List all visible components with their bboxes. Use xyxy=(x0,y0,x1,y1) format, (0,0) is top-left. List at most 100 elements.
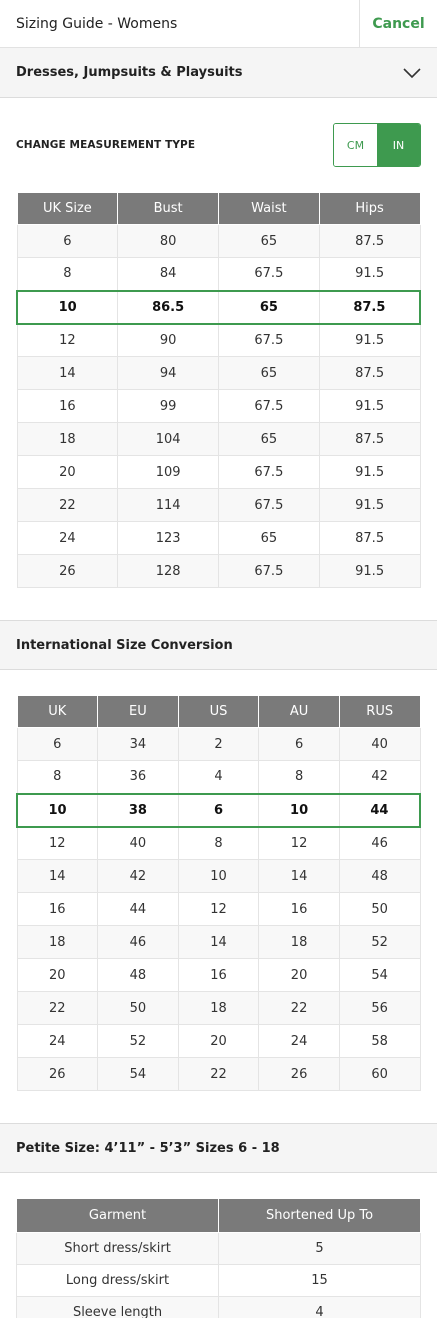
measurement-toggle: CM IN xyxy=(333,123,421,167)
table-cell: 20 xyxy=(16,958,99,992)
table-cell: 87.5 xyxy=(318,356,421,390)
column-header: Bust xyxy=(117,192,219,225)
table-cell: 109 xyxy=(117,455,219,489)
column-header: Hips xyxy=(318,192,421,225)
table-cell: 8 xyxy=(16,760,99,794)
table-cell: 22 xyxy=(16,991,99,1025)
table-cell: 42 xyxy=(97,859,179,893)
sizing-table: UK Size Bust Waist Hips 6 80 65 87.5 8 84 67.5… xyxy=(16,192,421,588)
table-cell: 20 xyxy=(177,1024,260,1058)
in-option-button[interactable]: IN xyxy=(377,124,420,166)
table-cell: 54 xyxy=(338,958,421,992)
table-cell: 15 xyxy=(218,1264,421,1297)
international-section-header: International Size Conversion xyxy=(0,620,437,670)
table-cell: 38 xyxy=(97,792,179,828)
table-row: 14 42 10 14 48 xyxy=(16,859,421,893)
table-cell: 58 xyxy=(338,1024,421,1058)
table-row: 6 34 2 6 40 xyxy=(16,727,421,761)
table-cell: 65 xyxy=(218,289,320,325)
table-row: 22 114 67.5 91.5 xyxy=(16,488,421,522)
table-row: 20 48 16 20 54 xyxy=(16,958,421,992)
table-cell: 52 xyxy=(338,925,421,959)
table-row: 22 50 18 22 56 xyxy=(16,991,421,1025)
table-row: 8 36 4 8 42 xyxy=(16,760,421,794)
table-row: Long dress/skirt 15 xyxy=(16,1264,421,1297)
table-cell: 12 xyxy=(16,826,99,860)
table-cell: 67.5 xyxy=(218,455,320,489)
table-cell: 87.5 xyxy=(318,224,421,258)
table-row: 18 104 65 87.5 xyxy=(16,422,421,456)
table-cell: 91.5 xyxy=(318,323,421,357)
table-cell: Short dress/skirt xyxy=(16,1232,219,1265)
table-cell: 12 xyxy=(16,323,119,357)
table-cell: 16 xyxy=(258,892,340,926)
international-size-table: UK EU US AU RUS 6 34 2 6 40 8 36 4 8 42 10 38 6 10 44 1… xyxy=(16,695,421,1091)
table-row: 24 52 20 24 58 xyxy=(16,1024,421,1058)
petite-size-table: Garment Shortened Up To Short dress/skir… xyxy=(16,1198,421,1318)
table-cell: 14 xyxy=(258,859,340,893)
table-cell: 67.5 xyxy=(218,389,320,423)
table-cell: 91.5 xyxy=(318,488,421,522)
page-title: Sizing Guide - Womens xyxy=(16,15,178,32)
table-cell: 16 xyxy=(177,958,260,992)
measurement-type-label: CHANGE MEASUREMENT TYPE xyxy=(16,139,196,151)
table-cell: 56 xyxy=(338,991,421,1025)
header-bar: Sizing Guide - Womens Cancel xyxy=(0,0,437,48)
table-row: Short dress/skirt 5 xyxy=(16,1232,421,1265)
measurement-type-row: CHANGE MEASUREMENT TYPE CM IN xyxy=(0,98,437,192)
petite-section-header: Petite Size: 4’11” - 5’3” Sizes 6 - 18 xyxy=(0,1123,437,1173)
table-cell: Sleeve length xyxy=(16,1296,219,1318)
table-cell: 6 xyxy=(16,727,99,761)
table-cell: 24 xyxy=(16,521,119,555)
table-cell: 86.5 xyxy=(117,289,219,325)
table-cell: 20 xyxy=(258,958,340,992)
table-cell: Long dress/skirt xyxy=(16,1264,219,1297)
table-cell: 6 xyxy=(258,727,340,761)
column-header: Garment xyxy=(16,1198,219,1233)
table-cell: 26 xyxy=(16,1057,99,1091)
table-cell: 91.5 xyxy=(318,257,421,291)
table-cell: 10 xyxy=(177,859,260,893)
table-cell: 54 xyxy=(97,1057,179,1091)
table-row: 12 90 67.5 91.5 xyxy=(16,323,421,357)
table-cell: 65 xyxy=(218,224,320,258)
table-cell: 94 xyxy=(117,356,219,390)
table-cell: 12 xyxy=(177,892,260,926)
table-cell: 91.5 xyxy=(318,455,421,489)
table-cell: 84 xyxy=(117,257,219,291)
category-dropdown[interactable]: Dresses, Jumpsuits & Playsuits xyxy=(0,48,437,98)
table-cell: 40 xyxy=(338,727,421,761)
table-cell: 12 xyxy=(258,826,340,860)
table-cell: 18 xyxy=(177,991,260,1025)
cancel-button[interactable]: Cancel xyxy=(359,0,437,48)
table-cell: 104 xyxy=(117,422,219,456)
table-cell: 48 xyxy=(338,859,421,893)
table-cell: 91.5 xyxy=(318,554,421,588)
table-cell: 44 xyxy=(97,892,179,926)
table-cell: 46 xyxy=(97,925,179,959)
table-cell: 18 xyxy=(16,925,99,959)
table-cell: 24 xyxy=(16,1024,99,1058)
table-cell: 14 xyxy=(16,356,119,390)
column-header: UK xyxy=(16,695,99,728)
cm-option-button[interactable]: CM xyxy=(334,124,377,166)
table-cell: 128 xyxy=(117,554,219,588)
table-cell: 123 xyxy=(117,521,219,555)
table-cell: 42 xyxy=(338,760,421,794)
table-row: 12 40 8 12 46 xyxy=(16,826,421,860)
column-header: AU xyxy=(258,695,340,728)
table-cell: 91.5 xyxy=(318,389,421,423)
category-dropdown-label: Dresses, Jumpsuits & Playsuits xyxy=(16,65,243,80)
table-cell: 14 xyxy=(16,859,99,893)
table-cell: 67.5 xyxy=(218,488,320,522)
table-cell: 114 xyxy=(117,488,219,522)
table-cell: 18 xyxy=(258,925,340,959)
table-cell: 22 xyxy=(16,488,119,522)
table-cell: 50 xyxy=(97,991,179,1025)
table-cell: 99 xyxy=(117,389,219,423)
table-row: 26 128 67.5 91.5 xyxy=(16,554,421,588)
table-row: 20 109 67.5 91.5 xyxy=(16,455,421,489)
table-cell: 48 xyxy=(97,958,179,992)
table-cell: 34 xyxy=(97,727,179,761)
table-cell: 8 xyxy=(177,826,260,860)
